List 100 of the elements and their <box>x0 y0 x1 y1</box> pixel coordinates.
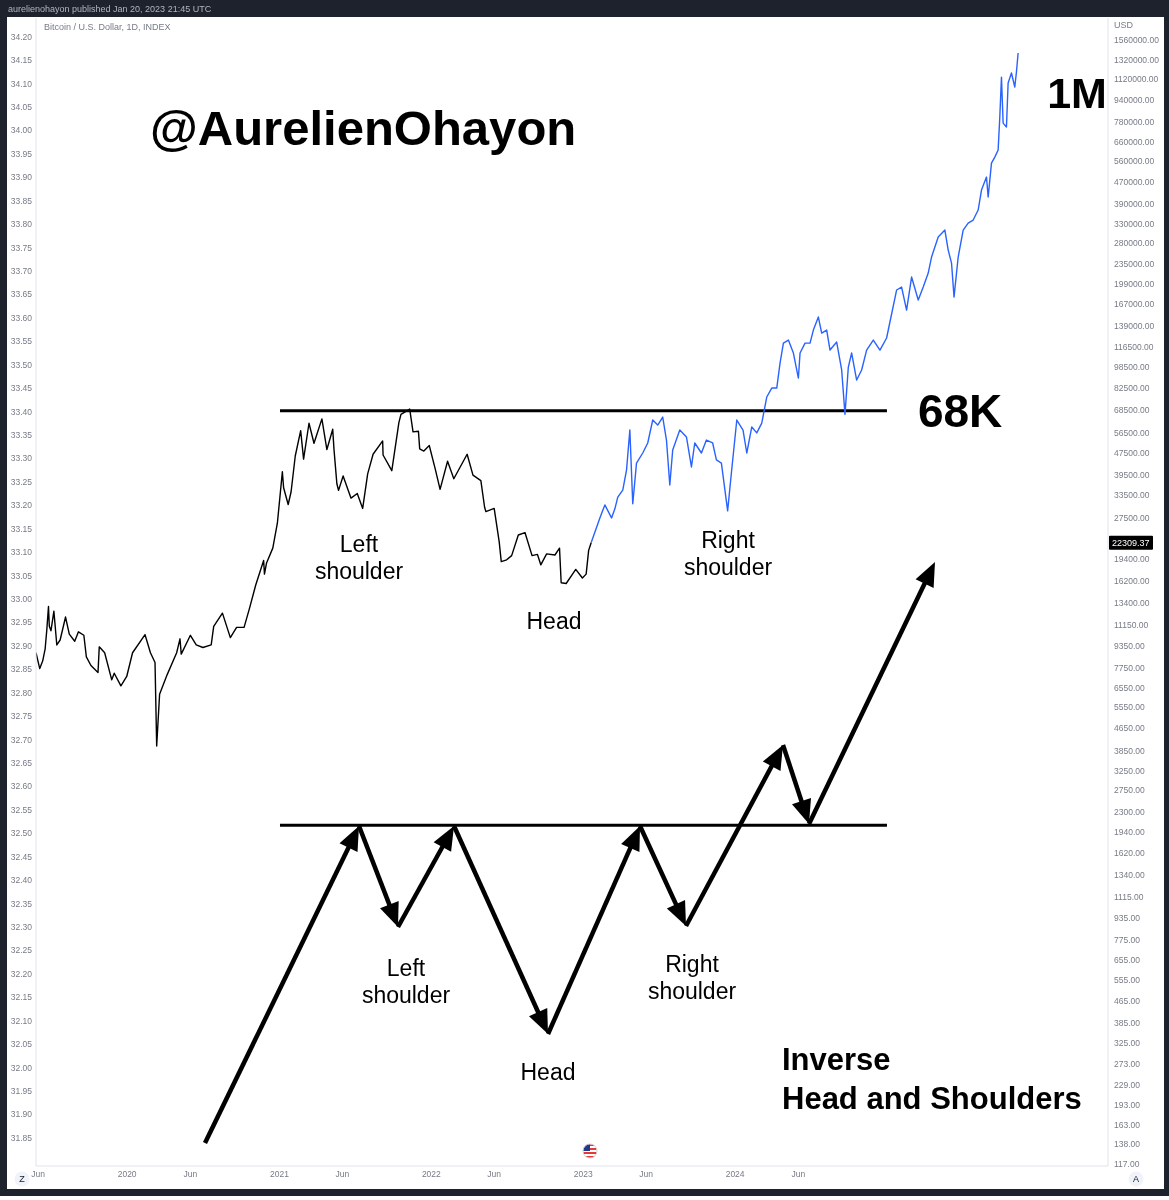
y-tick-label: 117.00 <box>1114 1158 1140 1169</box>
y2-tick-label: 32.90 <box>10 640 33 651</box>
y2-tick-label: 33.30 <box>10 453 33 464</box>
y2-tick-label: 32.00 <box>10 1062 33 1073</box>
y2-tick-label: 32.75 <box>10 711 33 722</box>
annotation: Right shoulder <box>647 950 737 1004</box>
y2-tick-label: 33.80 <box>10 219 33 230</box>
annotation: 1M <box>1047 69 1107 118</box>
y-tick-label: 139000.00 <box>1114 321 1155 332</box>
y2-tick-label: 33.40 <box>10 406 33 417</box>
y-tick-label: 3250.00 <box>1114 765 1145 776</box>
y2-tick-label: 33.35 <box>10 430 33 441</box>
y2-tick-label: 31.85 <box>10 1132 33 1143</box>
y-tick-label: 2300.00 <box>1114 806 1145 817</box>
y-tick-label: 1620.00 <box>1114 848 1145 859</box>
y2-tick-label: 32.60 <box>10 781 33 792</box>
x-tick-label: Jun <box>335 1169 350 1180</box>
y-tick-label: 235000.00 <box>1114 259 1155 270</box>
y-tick-label: 27500.00 <box>1114 512 1150 523</box>
y-tick-label: 385.00 <box>1114 1018 1141 1029</box>
y-tick-label: 13400.00 <box>1114 598 1150 608</box>
y2-tick-label: 32.70 <box>10 734 33 745</box>
y-tick-label: 199000.00 <box>1114 278 1155 289</box>
y-tick-label: 465.00 <box>1114 995 1141 1006</box>
y-tick-label: 19400.00 <box>1114 554 1150 565</box>
y2-tick-label: 33.45 <box>10 383 33 394</box>
y2-tick-label: 32.35 <box>10 898 33 909</box>
y2-tick-label: 33.70 <box>10 266 33 277</box>
y-tick-label: 47500.00 <box>1114 448 1150 459</box>
y2-tick-label: 32.20 <box>10 968 33 979</box>
y2-tick-label: 34.00 <box>10 125 33 136</box>
y-tick-label: 660000.00 <box>1114 136 1155 147</box>
text: Bitcoin / U.S. Dollar, 1D, INDEX <box>44 22 171 33</box>
x-tick-label: Jun <box>791 1169 806 1180</box>
y-tick-label: 193.00 <box>1114 1099 1141 1110</box>
y2-tick-label: 34.20 <box>10 31 33 42</box>
annotation: Inverse Head and Shoulders <box>782 1042 1082 1117</box>
y2-tick-label: 33.05 <box>10 570 33 581</box>
y-tick-label: 273.00 <box>1114 1058 1141 1069</box>
y-tick-label: 555.00 <box>1114 974 1141 985</box>
y-tick-label: 5550.00 <box>1114 702 1145 713</box>
y2-tick-label: 33.15 <box>10 523 33 534</box>
y-tick-label: 11150.00 <box>1114 619 1149 630</box>
y-tick-label: 56500.00 <box>1114 427 1150 438</box>
y-tick-label: 4650.00 <box>1114 723 1145 734</box>
x-tick-label: 2021 <box>269 1169 290 1180</box>
x-tick-label: Jun <box>183 1169 198 1180</box>
x-tick-label: 2020 <box>117 1169 137 1180</box>
y2-tick-label: 33.95 <box>10 148 33 159</box>
y-tick-label: 1115.00 <box>1114 892 1144 903</box>
y-tick-label: 655.00 <box>1114 955 1141 966</box>
y-tick-label: 2750.00 <box>1114 785 1145 796</box>
y-tick-label: 560000.00 <box>1114 156 1155 167</box>
y-tick-label: 775.00 <box>1114 935 1141 946</box>
y2-tick-label: 32.45 <box>10 851 33 862</box>
y2-tick-label: 34.10 <box>10 78 33 89</box>
x-tick-label: Jun <box>487 1169 502 1180</box>
y-tick-label: 116500.00 <box>1114 342 1154 353</box>
y-tick-label: 16200.00 <box>1114 575 1150 586</box>
y2-tick-label: 34.15 <box>10 55 33 66</box>
y-tick-label: 33500.00 <box>1114 489 1150 500</box>
y-tick-label: 1340.00 <box>1114 870 1145 881</box>
y-tick-label: 9350.00 <box>1114 640 1145 651</box>
y-tick-label: 940000.00 <box>1114 95 1155 106</box>
y2-tick-label: 33.85 <box>10 195 33 206</box>
y-tick-label: 82500.00 <box>1114 382 1150 393</box>
text: aurelienohayon published Jan 20, 2023 21:45 UTC <box>8 4 212 15</box>
y-tick-label: 138.00 <box>1114 1139 1141 1150</box>
annotation: Left shoulder <box>314 530 404 584</box>
y2-tick-label: 34.05 <box>10 102 33 113</box>
y2-tick-label: 33.20 <box>10 500 33 511</box>
y2-tick-label: 31.95 <box>10 1086 33 1097</box>
y-tick-label: 780000.00 <box>1114 117 1155 128</box>
annotation: Right shoulder <box>683 526 773 580</box>
y2-tick-label: 32.65 <box>10 758 33 769</box>
y-tick-label: 280000.00 <box>1114 238 1155 249</box>
y2-tick-label: 33.55 <box>10 336 33 347</box>
y-tick-label: 39500.00 <box>1114 470 1150 481</box>
annotation: Left shoulder <box>361 954 451 1008</box>
y2-tick-label: 32.05 <box>10 1039 33 1050</box>
y-tick-label: 390000.00 <box>1114 199 1155 210</box>
y-tick-label: 68500.00 <box>1114 404 1150 415</box>
y2-tick-label: 33.90 <box>10 172 33 183</box>
y2-tick-label: 33.50 <box>10 359 33 370</box>
x-tick-label: 2023 <box>573 1169 593 1180</box>
y2-tick-label: 32.95 <box>10 617 33 628</box>
y2-tick-label: 32.55 <box>10 804 33 815</box>
y-tick-label: 98500.00 <box>1114 361 1150 372</box>
y-tick-label: 6550.00 <box>1114 682 1145 693</box>
y-tick-label: 325.00 <box>1114 1038 1141 1049</box>
y-tick-label: 1120000.00 <box>1114 74 1159 85</box>
y-tick-label: 7750.00 <box>1114 662 1145 673</box>
annotation: @AurelienOhayon <box>150 101 577 156</box>
y2-tick-label: 32.10 <box>10 1015 33 1026</box>
y2-tick-label: 32.30 <box>10 922 33 933</box>
y2-tick-label: 33.25 <box>10 476 33 487</box>
x-tick-label: 2022 <box>421 1169 442 1180</box>
y2-tick-label: 31.90 <box>10 1109 33 1120</box>
y-tick-label: 470000.00 <box>1114 177 1155 188</box>
y2-tick-label: 32.85 <box>10 664 33 675</box>
